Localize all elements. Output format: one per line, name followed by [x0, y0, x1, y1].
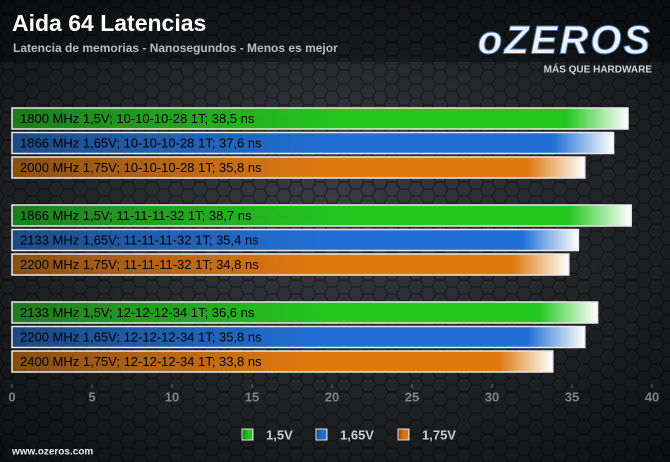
bar: [11, 204, 632, 227]
logo-url: www.ozeros.com: [11, 447, 93, 458]
logo-name: oZEROS: [478, 19, 652, 63]
bar-label: 1866 MHz 1,5V; 11-11-11-32 1T; 38,7 ns: [20, 208, 252, 223]
bar: [11, 301, 599, 324]
bar-label: 2133 MHz 1,5V; 12-12-12-34 1T; 36,6 ns: [20, 305, 255, 320]
bar: [11, 325, 586, 349]
legend-label: 1,75V: [422, 427, 456, 442]
x-tick-label: 0: [8, 389, 15, 404]
x-tick-label: 10: [165, 389, 179, 404]
x-tick-label: 30: [485, 389, 499, 404]
bar: [11, 131, 615, 155]
legend-swatch: [241, 428, 254, 441]
legend-swatch: [315, 428, 328, 441]
bar: [11, 156, 586, 179]
bar-label: 2200 MHz 1,75V; 11-11-11-32 1T; 34,8 ns: [20, 257, 259, 272]
bar-label: 2200 MHz 1,65V; 12-12-12-34 1T; 35,8 ns: [20, 329, 262, 344]
legend-label: 1,5V: [266, 427, 293, 442]
bar: [11, 107, 629, 130]
logo-tagline: MÁS QUE HARDWARE: [544, 63, 653, 76]
bar: [11, 350, 554, 373]
bar: [11, 228, 580, 252]
bar-label: 2400 MHz 1,75V; 12-12-12-34 1T; 33,8 ns: [20, 354, 262, 369]
bar-label: 1866 MHz 1,65V; 10-10-10-28 1T; 37,6 ns: [20, 135, 262, 150]
x-tick-label: 20: [325, 389, 339, 404]
x-tick-label: 40: [645, 389, 659, 404]
bar-label: 1800 MHz 1,5V; 10-10-10-28 1T; 38,5 ns: [20, 111, 255, 126]
header-band: [0, 0, 670, 62]
x-tick-label: 35: [565, 389, 579, 404]
x-tick-label: 25: [405, 389, 419, 404]
bar: [11, 253, 570, 276]
chart-subtitle: Latencia de memorias - Nanosegundos - Me…: [13, 41, 338, 55]
legend-swatch: [397, 428, 410, 441]
chart-title: Aida 64 Latencias: [12, 10, 206, 36]
bar-label: 2000 MHz 1,75V; 10-10-10-28 1T; 35,8 ns: [20, 160, 262, 175]
x-tick-label: 5: [88, 389, 95, 404]
x-tick-label: 15: [245, 389, 259, 404]
legend-label: 1,65V: [340, 427, 374, 442]
bar-label: 2133 MHz 1,65V; 11-11-11-32 1T; 35,4 ns: [20, 232, 259, 247]
